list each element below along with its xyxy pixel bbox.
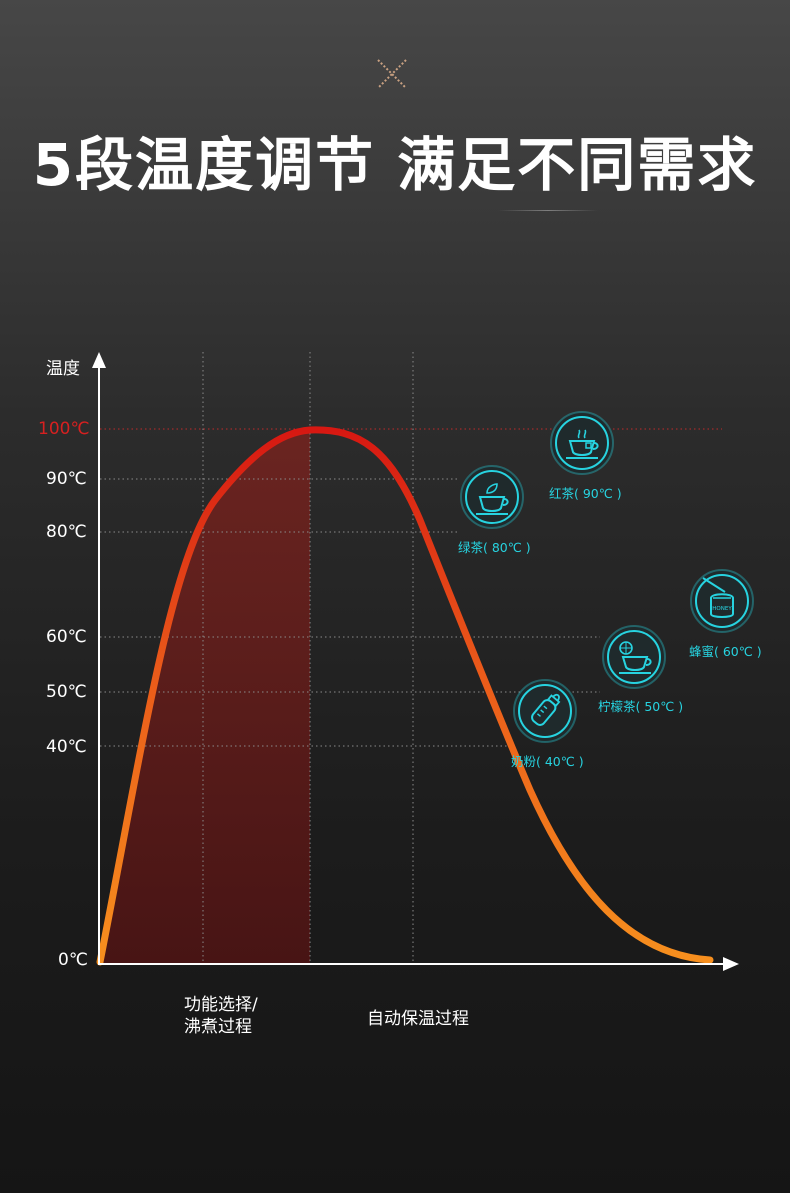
y-tick-0: 0℃: [58, 950, 88, 970]
x-phase-boil-label: 功能选择/ 沸煮过程: [184, 994, 258, 1038]
y-axis-arrow: [92, 352, 106, 368]
green-tea-caption: 绿茶( 80℃ ): [458, 540, 531, 555]
honey-caption: 蜂蜜( 60℃ ): [689, 644, 762, 659]
y-tick-90: 90℃: [46, 469, 87, 489]
black-tea-caption: 红茶( 90℃ ): [549, 486, 622, 501]
title-underline-decor: [498, 210, 598, 211]
lemon-tea-caption: 柠檬茶( 50℃ ): [598, 699, 684, 714]
green-tea-icon: [460, 465, 524, 529]
y-tick-100: 100℃: [38, 419, 90, 439]
honey-jar-text: HONEY: [712, 606, 732, 612]
baby-bottle-icon: [513, 679, 577, 743]
x-phase-keepwarm-label: 自动保温过程: [367, 1009, 469, 1029]
y-tick-80: 80℃: [46, 522, 87, 542]
x-phase-boil-line2: 沸煮过程: [184, 1017, 252, 1037]
lemon-tea-icon: [602, 625, 666, 689]
y-tick-50: 50℃: [46, 682, 87, 702]
boiling-phase-fill: [100, 430, 310, 965]
x-phase-boil-line1: 功能选择/: [184, 995, 258, 1015]
milk-caption: 奶粉( 40℃ ): [511, 754, 584, 769]
page-title: 5段温度调节 满足不同需求: [32, 131, 758, 199]
x-axis-arrow: [723, 957, 739, 971]
temperature-curve: [96, 426, 714, 966]
y-axis-title: 温度: [46, 359, 80, 379]
black-tea-icon: [550, 411, 614, 475]
y-tick-60: 60℃: [46, 627, 87, 647]
decorative-x-icon: [377, 59, 407, 89]
y-tick-40: 40℃: [46, 737, 87, 757]
honey-jar-icon: HONEY: [690, 569, 754, 633]
